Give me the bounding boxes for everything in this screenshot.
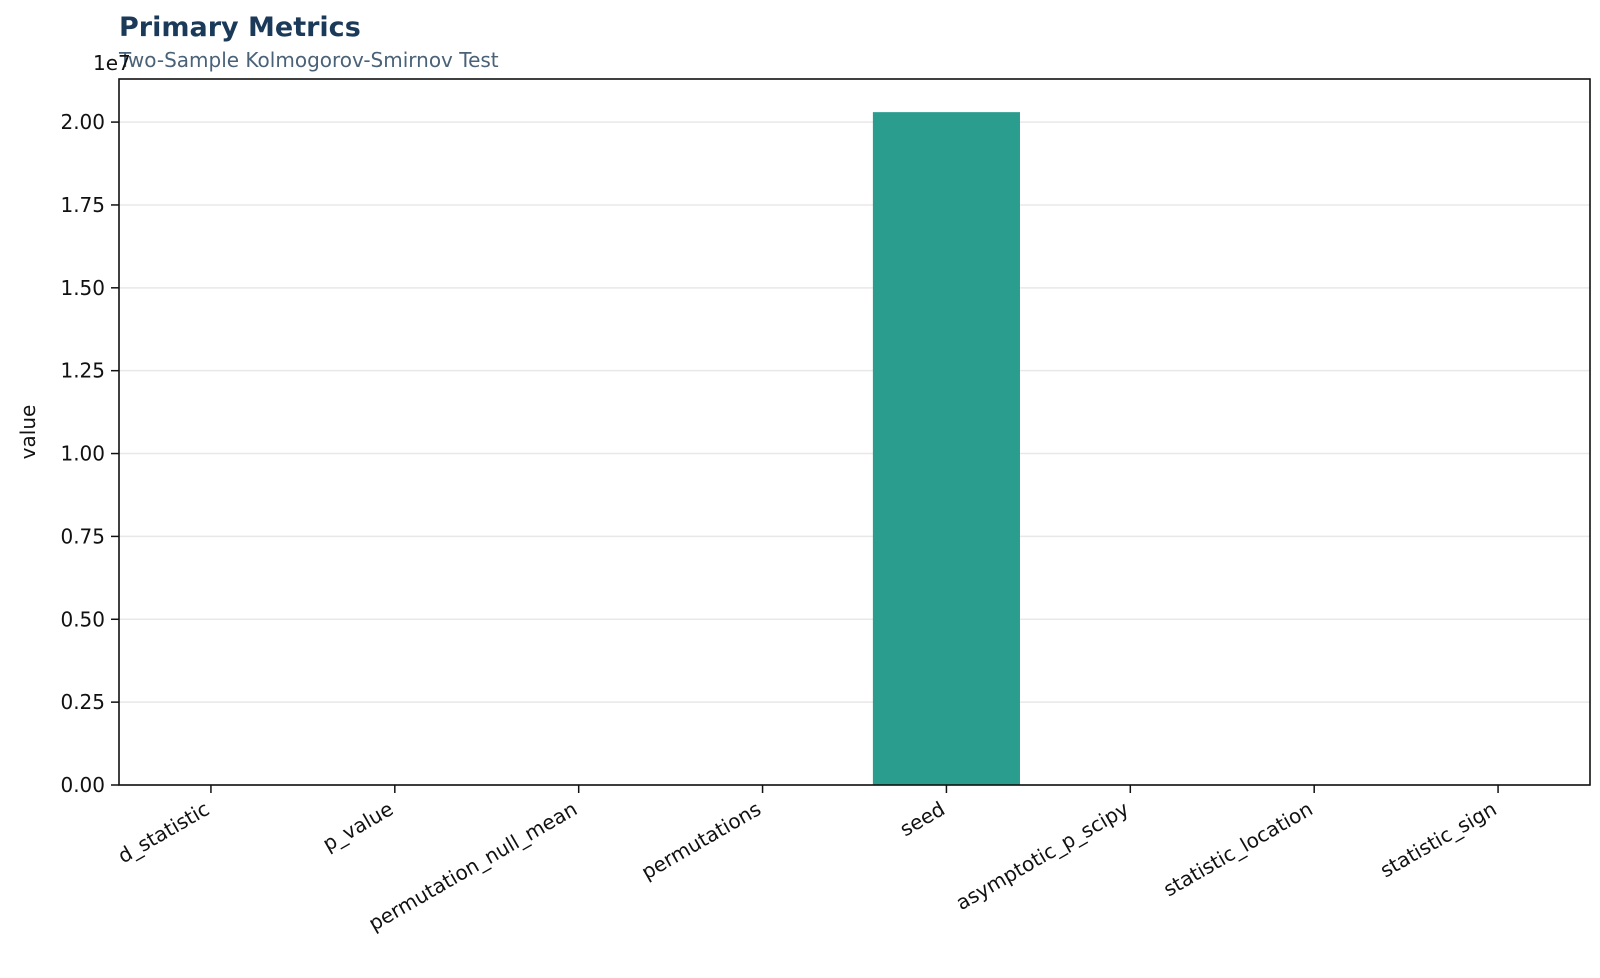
y-tick-label: 1.00 xyxy=(60,442,105,466)
plot-frame xyxy=(118,78,1591,786)
y-axis-offset-label: 1e7 xyxy=(93,51,131,75)
x-tick-label: statistic_location xyxy=(1159,797,1317,902)
y-tick-label: 0.00 xyxy=(60,773,105,797)
y-tick-label: 0.75 xyxy=(60,524,105,548)
x-tick-label: seed xyxy=(896,797,949,842)
grid-lines xyxy=(119,121,1590,786)
x-tick-label: asymptotic_p_scipy xyxy=(952,796,1133,915)
bar-seed xyxy=(872,112,1020,786)
x-tick-label: statistic_sign xyxy=(1376,797,1501,883)
y-axis-label: value xyxy=(16,405,40,460)
y-tick-label: 2.00 xyxy=(60,110,105,134)
y-tick-label: 1.50 xyxy=(60,276,105,300)
y-tick-label: 0.25 xyxy=(60,690,105,714)
y-tick-label: 0.50 xyxy=(60,607,105,631)
y-tick-label: 1.75 xyxy=(60,193,105,217)
y-tick-label: 1.25 xyxy=(60,359,105,383)
chart-subtitle: Two-Sample Kolmogorov-Smirnov Test xyxy=(119,48,499,72)
x-tick-label: p_value xyxy=(318,797,397,856)
y-axis-ticks: 0.00 0.25 0.50 0.75 1.00 1.25 1.50 1.75 2.00 xyxy=(60,110,119,797)
chart-title: Primary Metrics xyxy=(119,12,361,43)
x-tick-label: permutations xyxy=(637,797,765,885)
bars xyxy=(872,112,1020,786)
x-tick-label: d_statistic xyxy=(114,797,214,869)
